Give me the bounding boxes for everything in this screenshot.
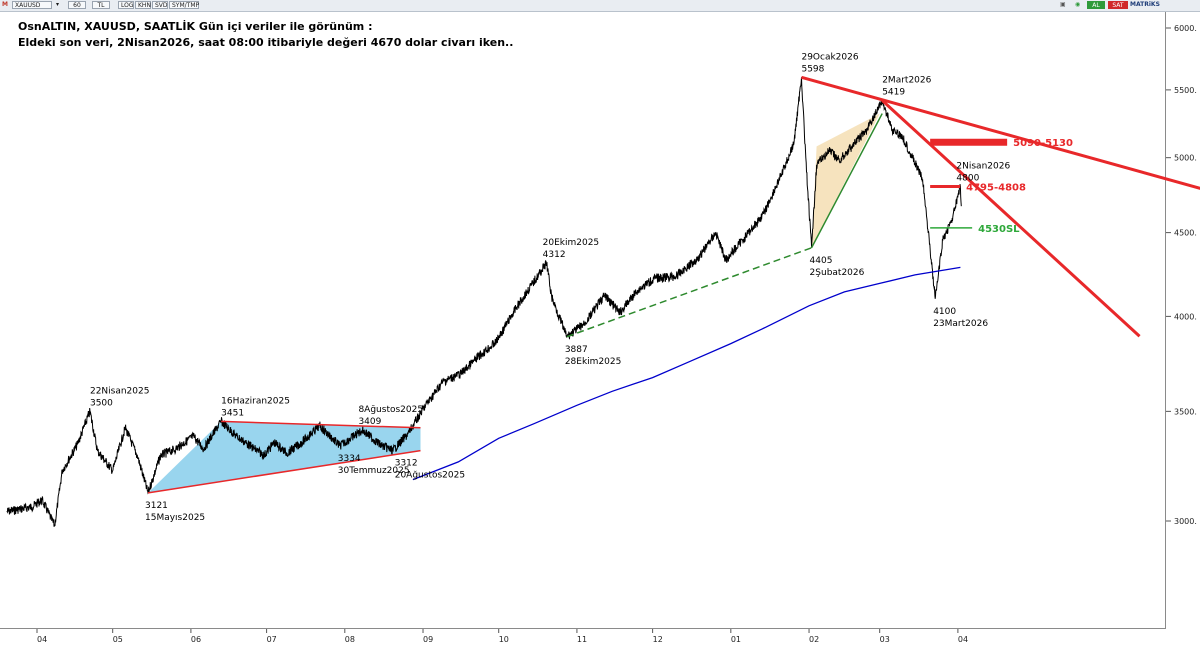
app-logo-icon: M: [2, 1, 8, 8]
annotation-value: 4405: [810, 256, 833, 266]
moving-average-line: [412, 266, 961, 481]
annotation-value: 3887: [565, 345, 588, 355]
annotation-date: 2Nisan2026: [956, 162, 1010, 172]
x-tick-label: 11: [577, 635, 587, 644]
y-tick-label: 4000.: [1174, 312, 1197, 321]
annotation-date: 2Mart2026: [882, 75, 931, 85]
annotation-value: 3121: [145, 501, 168, 511]
annotation-date: 16Haziran2025: [221, 396, 290, 406]
x-tick-label: 04: [958, 635, 968, 644]
annotation-date: 29Ocak2026: [801, 52, 858, 62]
indicator-icon[interactable]: ◉: [1075, 1, 1081, 8]
toolbar: M XAUUSD ▾ 60 TL LOG KHN SVD SYM/TMP ▣ ◉…: [0, 0, 1200, 12]
annotation-value: 3409: [358, 417, 381, 427]
x-tick-label: 10: [499, 635, 509, 644]
annotation-value: 4312: [543, 250, 566, 260]
annotation-value: 4100: [933, 307, 956, 317]
level-label: 4530SL: [978, 224, 1020, 235]
sym-tmp-button[interactable]: SYM/TMP: [169, 1, 199, 9]
annotation-date: 20Ağustos2025: [395, 471, 465, 481]
annotation-date: 15Mayıs2025: [145, 513, 205, 523]
x-tick-label: 05: [113, 635, 123, 644]
shaded-region: [811, 113, 880, 248]
annotation-value: 5419: [882, 87, 905, 97]
y-tick-label: 3000.: [1174, 517, 1197, 526]
y-tick-label: 4500.: [1174, 229, 1197, 238]
annotation-value: 4800: [956, 174, 979, 184]
currency-field[interactable]: TL: [92, 1, 110, 9]
sell-button[interactable]: SAT: [1108, 1, 1128, 9]
level-label: 5090-5130: [1013, 138, 1073, 149]
buy-button[interactable]: AL: [1087, 1, 1105, 9]
dropdown-icon[interactable]: ▾: [56, 1, 60, 8]
trendline: [810, 113, 883, 249]
annotation-date: 20Ekim2025: [543, 238, 600, 248]
annotation-value: 3451: [221, 408, 244, 418]
symbol-field[interactable]: XAUUSD: [12, 1, 52, 9]
annotation-value: 3312: [395, 459, 418, 469]
annotation-date: 8Ağustos2025: [358, 405, 423, 415]
annotation-value: 3334: [338, 454, 361, 464]
trendline: [881, 99, 1141, 338]
timeframe-field[interactable]: 60: [68, 1, 86, 9]
annotation-date: 28Ekim2025: [565, 357, 622, 367]
x-tick-label: 06: [191, 635, 201, 644]
y-tick-label: 6000.: [1174, 24, 1197, 33]
annotation-date: 23Mart2026: [933, 319, 988, 329]
svd-button[interactable]: SVD: [152, 1, 168, 9]
x-tick-label: 12: [653, 635, 663, 644]
trendline: [801, 75, 1200, 190]
y-tick-label: 5500.: [1174, 86, 1197, 95]
annotation-date: 30Temmuz2025: [338, 466, 410, 476]
level-label: 4795-4808: [966, 182, 1026, 193]
x-tick-label: 04: [37, 635, 47, 644]
trendline: [147, 449, 421, 494]
x-tick-label: 09: [423, 635, 433, 644]
annotation-value: 5598: [801, 64, 824, 74]
khn-button[interactable]: KHN: [135, 1, 151, 9]
y-tick-label: 3500.: [1174, 407, 1197, 416]
trendline: [221, 420, 421, 429]
chart-title-line-1: OsnALTIN, XAUUSD, SAATLİK Gün içi verile…: [18, 20, 373, 33]
log-button[interactable]: LOG: [118, 1, 134, 9]
annotation-date: 22Nisan2025: [90, 386, 150, 396]
chart-title-line-2: Eldeki son veri, 2Nisan2026, saat 08:00 …: [18, 36, 514, 49]
plot-area: [0, 12, 1166, 629]
price-series-line: [6, 77, 962, 527]
lock-icon[interactable]: ▣: [1060, 1, 1066, 8]
x-tick-label: 01: [731, 635, 741, 644]
x-tick-label: 07: [267, 635, 277, 644]
brand-label: MATRiKS: [1130, 1, 1160, 8]
annotation-date: 2Şubat2026: [810, 268, 865, 278]
x-tick-label: 08: [345, 635, 355, 644]
y-tick-label: 5000.: [1174, 154, 1197, 163]
annotation-value: 3500: [90, 398, 113, 408]
x-tick-label: 02: [809, 635, 819, 644]
x-tick-label: 03: [880, 635, 890, 644]
